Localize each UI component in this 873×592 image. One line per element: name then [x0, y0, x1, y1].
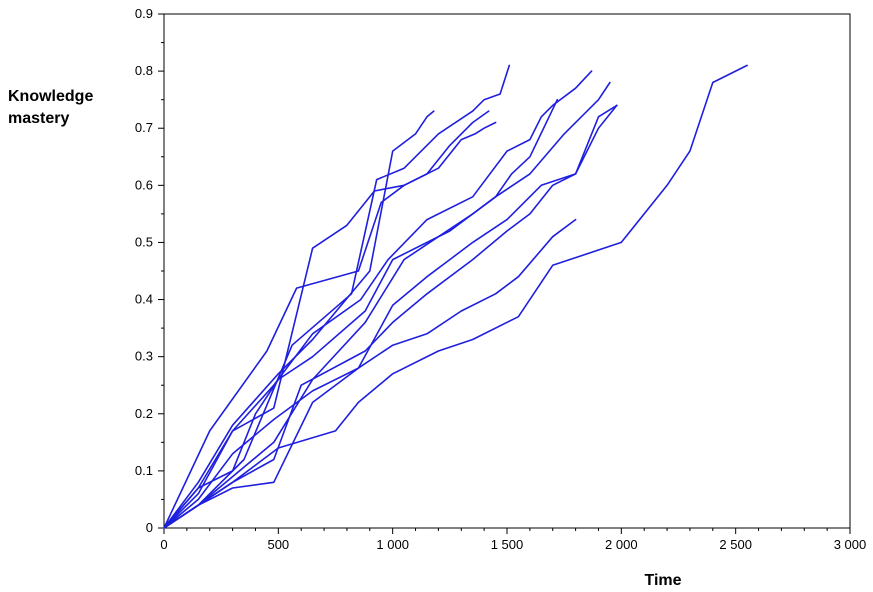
y-tick-label: 0.2: [135, 406, 153, 421]
series-line-1: [163, 110, 435, 529]
series-line-9: [163, 104, 618, 529]
x-tick-label: 2 000: [605, 537, 638, 552]
y-tick-label: 0: [146, 520, 153, 535]
axis-tick-labels: 0 500 1 000 1 500 2 000 2 500 3 000 0 0.1 0.2 0.3 0…: [135, 6, 866, 552]
x-tick-label: 2 500: [719, 537, 752, 552]
series-line-4: [163, 110, 490, 529]
y-tick-label: 0.3: [135, 349, 153, 364]
y-axis-label-line-1: Knowledge: [8, 88, 94, 105]
y-axis-label-line-2: mastery: [8, 110, 70, 127]
y-axis-label: Knowledge mastery: [8, 86, 128, 130]
series-line-8: [163, 104, 618, 529]
y-tick-label: 0.6: [135, 177, 153, 192]
series-line-7: [163, 98, 559, 529]
series-line-6: [163, 81, 611, 529]
series-line-5: [163, 70, 593, 529]
y-tick-label: 0.7: [135, 120, 153, 135]
series-lines: [163, 64, 748, 529]
y-tick-label: 0.9: [135, 6, 153, 21]
x-axis-label: Time: [644, 572, 681, 589]
axis-ticks: [158, 13, 851, 534]
y-tick-label: 0.5: [135, 234, 153, 249]
plot-area-frame: [163, 13, 851, 529]
x-tick-label: 1 000: [376, 537, 409, 552]
x-tick-label: 1 500: [491, 537, 524, 552]
series-line-10: [163, 218, 577, 529]
series-line-3: [163, 64, 511, 529]
series-line-11: [163, 64, 748, 529]
y-tick-label: 0.4: [135, 292, 153, 307]
series-line-2: [163, 121, 497, 529]
y-tick-label: 0.8: [135, 63, 153, 78]
x-tick-label: 500: [267, 537, 289, 552]
x-tick-label: 3 000: [834, 537, 867, 552]
x-tick-label: 0: [160, 537, 167, 552]
y-tick-label: 0.1: [135, 463, 153, 478]
